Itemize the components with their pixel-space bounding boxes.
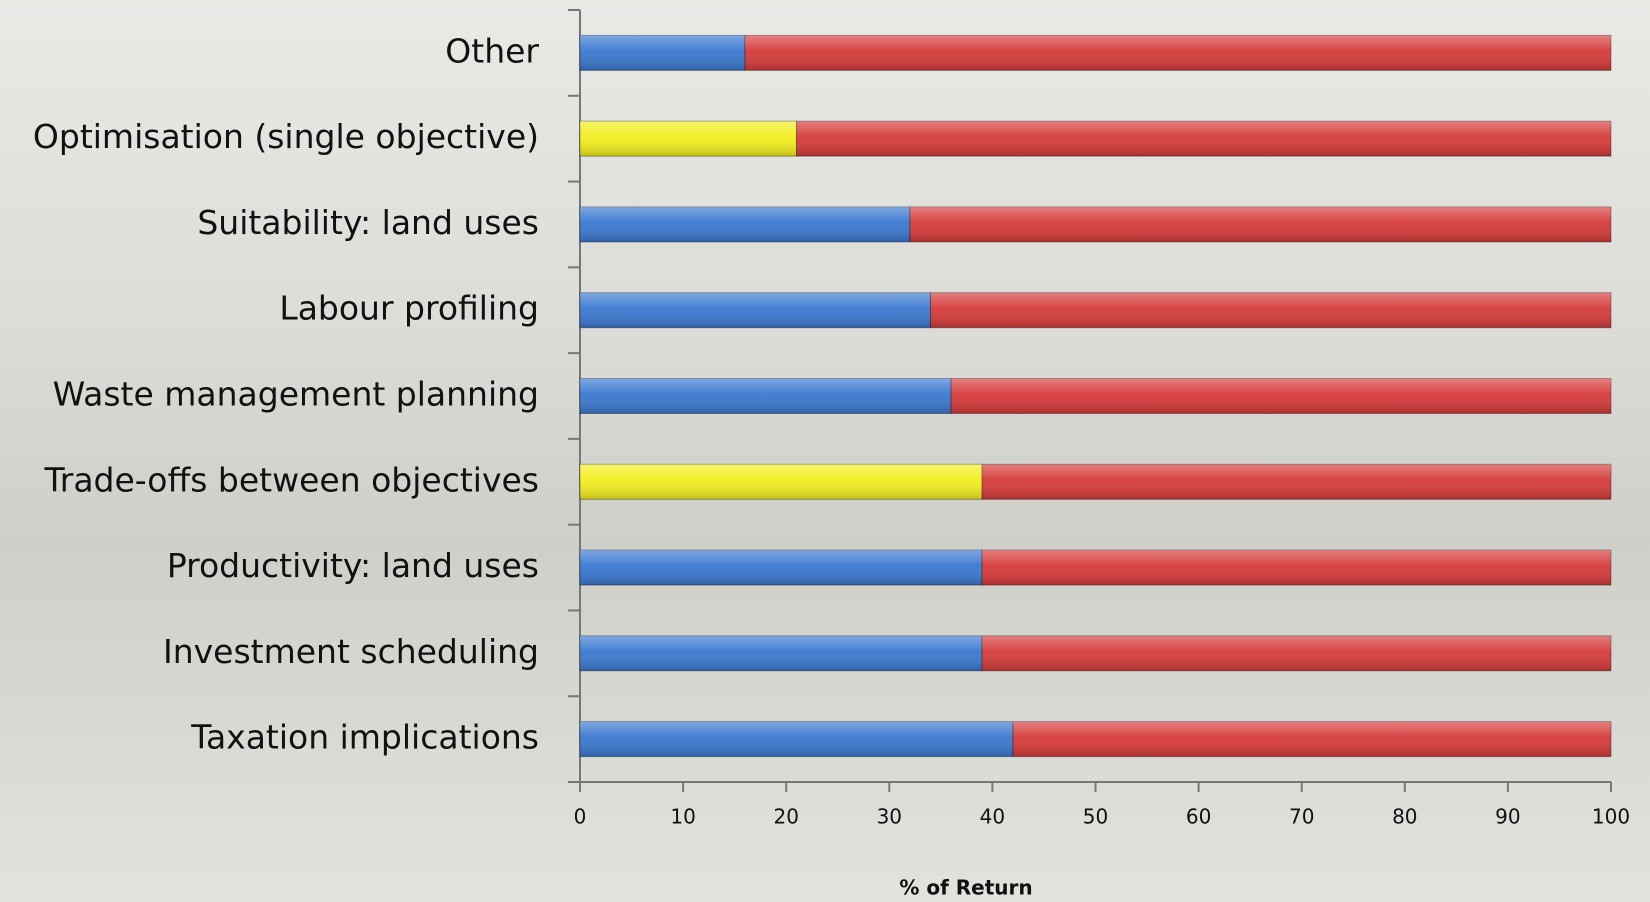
- x-tick-label: 90: [1495, 805, 1520, 829]
- category-label: Waste management planning: [53, 375, 539, 414]
- bar-segment: [1012, 721, 1612, 758]
- bar-segment: [579, 120, 798, 157]
- category-label: Other: [445, 31, 539, 70]
- x-tick-label: 50: [1083, 805, 1108, 829]
- bar-segment: [981, 635, 1612, 672]
- x-tick-label: 20: [773, 805, 798, 829]
- x-tick-label: 0: [574, 805, 587, 829]
- category-label: Taxation implications: [190, 718, 539, 757]
- bar-segment: [950, 378, 1612, 414]
- x-tick-label: 80: [1392, 805, 1417, 829]
- bar-segment: [981, 549, 1612, 586]
- x-tick-label: 40: [980, 805, 1005, 829]
- category-label: Productivity: land uses: [167, 546, 539, 585]
- x-tick-label: 100: [1592, 805, 1630, 829]
- bar-segment: [579, 635, 983, 672]
- bar-segment: [579, 206, 911, 243]
- bar-segment: [796, 120, 1612, 157]
- category-label: Trade-offs between objectives: [43, 460, 539, 499]
- x-tick-label: 10: [670, 805, 695, 829]
- category-label: Suitability: land uses: [197, 203, 539, 242]
- category-label: Optimisation (single objective): [33, 117, 539, 156]
- bar-segment: [579, 463, 983, 500]
- category-label: Labour profiling: [279, 289, 539, 328]
- category-label: Investment scheduling: [163, 632, 539, 671]
- x-tick-label: 30: [877, 805, 902, 829]
- bar-segment: [579, 34, 746, 71]
- bar-segment: [744, 34, 1612, 71]
- x-axis-label: % of Return: [899, 876, 1032, 900]
- bar-segment: [930, 292, 1612, 329]
- bar-segment: [579, 292, 932, 329]
- x-tick-label: 60: [1186, 805, 1211, 829]
- bar-segment: [909, 206, 1612, 243]
- bar-segment: [579, 549, 983, 586]
- bar-segment: [579, 721, 1014, 758]
- bar-segment: [579, 378, 952, 414]
- x-tick-label: 70: [1289, 805, 1314, 829]
- bar-segment: [981, 463, 1612, 500]
